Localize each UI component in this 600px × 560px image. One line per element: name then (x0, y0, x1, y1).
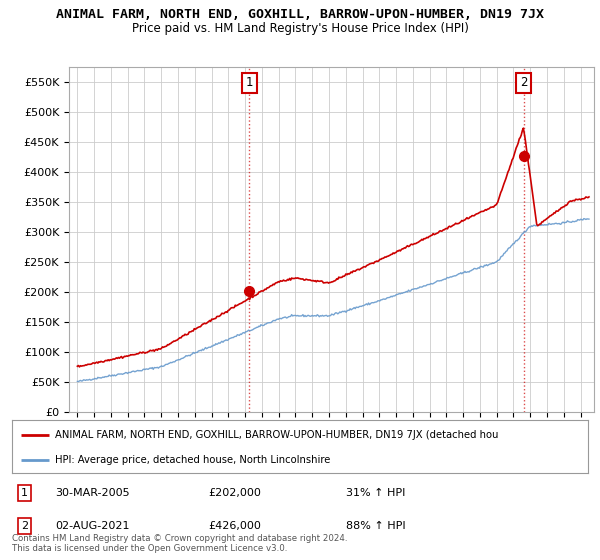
Text: 1: 1 (21, 488, 28, 498)
Text: £426,000: £426,000 (208, 521, 261, 531)
Text: 88% ↑ HPI: 88% ↑ HPI (346, 521, 406, 531)
Text: Contains HM Land Registry data © Crown copyright and database right 2024.
This d: Contains HM Land Registry data © Crown c… (12, 534, 347, 553)
Text: HPI: Average price, detached house, North Lincolnshire: HPI: Average price, detached house, Nort… (55, 455, 331, 465)
Text: ANIMAL FARM, NORTH END, GOXHILL, BARROW-UPON-HUMBER, DN19 7JX (detached hou: ANIMAL FARM, NORTH END, GOXHILL, BARROW-… (55, 430, 499, 440)
Text: 31% ↑ HPI: 31% ↑ HPI (346, 488, 406, 498)
Text: 2: 2 (21, 521, 28, 531)
Text: ANIMAL FARM, NORTH END, GOXHILL, BARROW-UPON-HUMBER, DN19 7JX: ANIMAL FARM, NORTH END, GOXHILL, BARROW-… (56, 8, 544, 21)
Text: 1: 1 (245, 76, 253, 89)
Text: 30-MAR-2005: 30-MAR-2005 (55, 488, 130, 498)
Text: 2: 2 (520, 76, 527, 89)
Text: 02-AUG-2021: 02-AUG-2021 (55, 521, 130, 531)
Text: Price paid vs. HM Land Registry's House Price Index (HPI): Price paid vs. HM Land Registry's House … (131, 22, 469, 35)
Text: £202,000: £202,000 (208, 488, 261, 498)
